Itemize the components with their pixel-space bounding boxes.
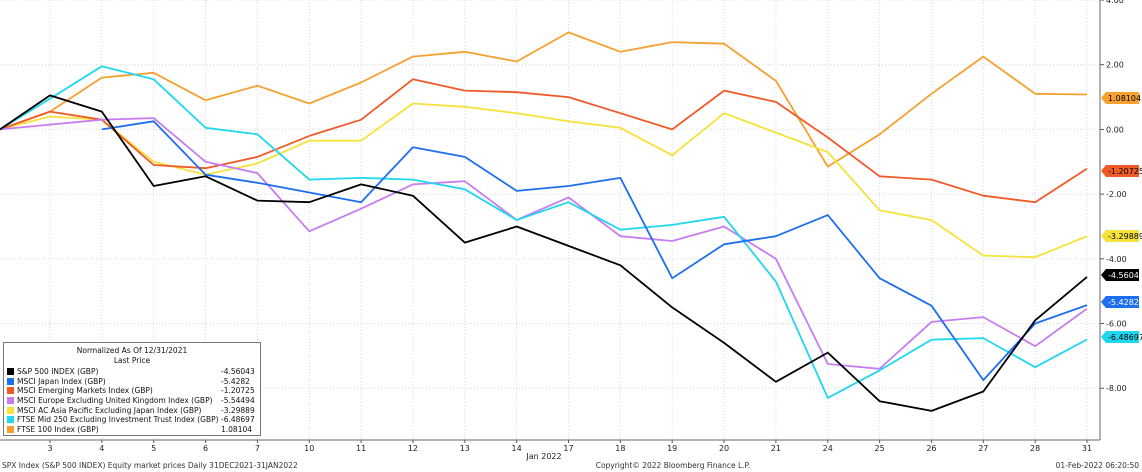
end-label-value: 1.08104 [1108, 94, 1141, 103]
end-label-value: -1.20725 [1108, 167, 1142, 176]
x-tick-label: 7 [255, 444, 260, 453]
legend-item: FTSE 100 Index (GBP) 1.08104 [4, 425, 260, 435]
x-tick-label: 26 [926, 444, 936, 453]
legend-swatch [7, 387, 14, 395]
x-tick-label: 24 [823, 444, 833, 453]
legend-item-value: -5.4282 [221, 376, 250, 386]
end-label-badge [1101, 165, 1139, 177]
x-tick-label: 4 [99, 444, 104, 453]
x-tick-label: 18 [615, 444, 625, 453]
legend-title: Normalized As Of 12/31/2021 [76, 346, 188, 355]
end-label-badge [1101, 331, 1139, 343]
x-tick-label: 19 [667, 444, 677, 453]
x-tick-label: 3 [47, 444, 52, 453]
legend: Normalized As Of 12/31/2021 Last Price S… [3, 342, 261, 436]
legend-item-value: -5.54494 [221, 396, 255, 406]
series-lines [0, 31, 1088, 412]
legend-subtitle: Last Price [113, 356, 151, 365]
series-line-0 [0, 94, 1088, 412]
series-line-4 [0, 102, 1088, 259]
end-label-badge [1101, 296, 1139, 308]
x-tick-label: 20 [719, 444, 729, 453]
legend-swatch [7, 377, 14, 385]
series-line-1 [101, 120, 1088, 382]
end-label-badge [1101, 269, 1139, 281]
legend-item-name: MSCI Europe Excluding United Kingdom Ind… [17, 396, 213, 406]
series-line-5 [0, 65, 1088, 399]
series-line-3 [0, 117, 1088, 370]
legend-item: S&P 500 INDEX (GBP) -4.56043 [4, 367, 260, 377]
legend-swatch [7, 397, 14, 405]
end-labels: 1.08104 -1.20725 -3.29889 -4.56043 -5.4282 -6… [1101, 92, 1142, 343]
legend-item-name: MSCI Emerging Markets Index (GBP) [17, 386, 153, 396]
legend-item-value: -4.56043 [221, 367, 255, 377]
legend-item-value: -3.29889 [221, 405, 255, 415]
x-tick-label: 12 [408, 444, 418, 453]
legend-swatch [7, 406, 14, 414]
end-label-value: -3.29889 [1108, 232, 1142, 241]
axes: 4.00 2.00 0.00 -2.00 -4.00 -6.00 -8.00 3 4 5 6 7 10 1… [0, 0, 1127, 453]
x-tick-label: 31 [1082, 444, 1092, 453]
y-tick-label: -6.00 [1106, 320, 1127, 329]
x-tick-label: 14 [512, 444, 522, 453]
x-axis-label: Jan 2022 [525, 452, 561, 461]
y-tick-label: -4.00 [1106, 255, 1127, 264]
legend-item: MSCI AC Asia Pacific Excluding Japan Ind… [4, 405, 260, 415]
footer-center: Copyright© 2022 Bloomberg Finance L.P. [596, 461, 751, 470]
y-tick-label: -8.00 [1106, 384, 1127, 393]
y-tick-label: -2.00 [1106, 190, 1127, 199]
legend-item-name: FTSE 100 Index (GBP) [17, 424, 99, 434]
footer-left: SPX Index (S&P 500 INDEX) Equity market … [2, 461, 298, 470]
legend-swatch [7, 368, 14, 376]
legend-item-value: -1.20725 [221, 386, 255, 396]
legend-item-name: MSCI Japan Index (GBP) [17, 376, 106, 386]
x-tick-label: 6 [203, 444, 208, 453]
x-tick-label: 21 [771, 444, 781, 453]
end-label-value: -5.4282 [1108, 298, 1139, 307]
legend-item: MSCI Europe Excluding United Kingdom Ind… [4, 396, 260, 406]
y-tick-label: 0.00 [1106, 125, 1124, 134]
series-line-6 [0, 31, 1088, 168]
x-tick-label: 13 [460, 444, 470, 453]
y-tick-label: 2.00 [1106, 61, 1124, 70]
x-tick-label: 10 [304, 444, 314, 453]
x-tick-label: 5 [151, 444, 156, 453]
legend-item-name: FTSE Mid 250 Excluding Investment Trust … [17, 415, 219, 425]
legend-item-name: MSCI AC Asia Pacific Excluding Japan Ind… [17, 405, 202, 415]
legend-item-value: -6.48697 [221, 415, 255, 425]
end-label-badge [1101, 92, 1139, 104]
end-label-value: -6.48697 [1108, 333, 1142, 342]
legend-item: FTSE Mid 250 Excluding Investment Trust … [4, 415, 260, 425]
y-tick-label: 4.00 [1106, 0, 1124, 5]
x-tick-label: 25 [875, 444, 885, 453]
x-tick-label: 17 [563, 444, 573, 453]
end-label-badge [1101, 230, 1139, 242]
end-label-value: -4.56043 [1108, 271, 1142, 280]
x-tick-label: 11 [356, 444, 366, 453]
legend-swatch [7, 416, 14, 424]
legend-item: MSCI Emerging Markets Index (GBP) -1.2072… [4, 386, 260, 396]
legend-swatch [7, 425, 14, 433]
x-tick-label: 27 [978, 444, 988, 453]
x-tick-label: 28 [1030, 444, 1040, 453]
legend-item: MSCI Japan Index (GBP) -5.4282 [4, 377, 260, 387]
legend-item-value: 1.08104 [221, 424, 253, 434]
legend-item-name: S&P 500 INDEX (GBP) [17, 367, 99, 377]
series-line-2 [0, 78, 1088, 204]
footer-right: 01-Feb-2022 06:20:50 [1056, 461, 1140, 470]
